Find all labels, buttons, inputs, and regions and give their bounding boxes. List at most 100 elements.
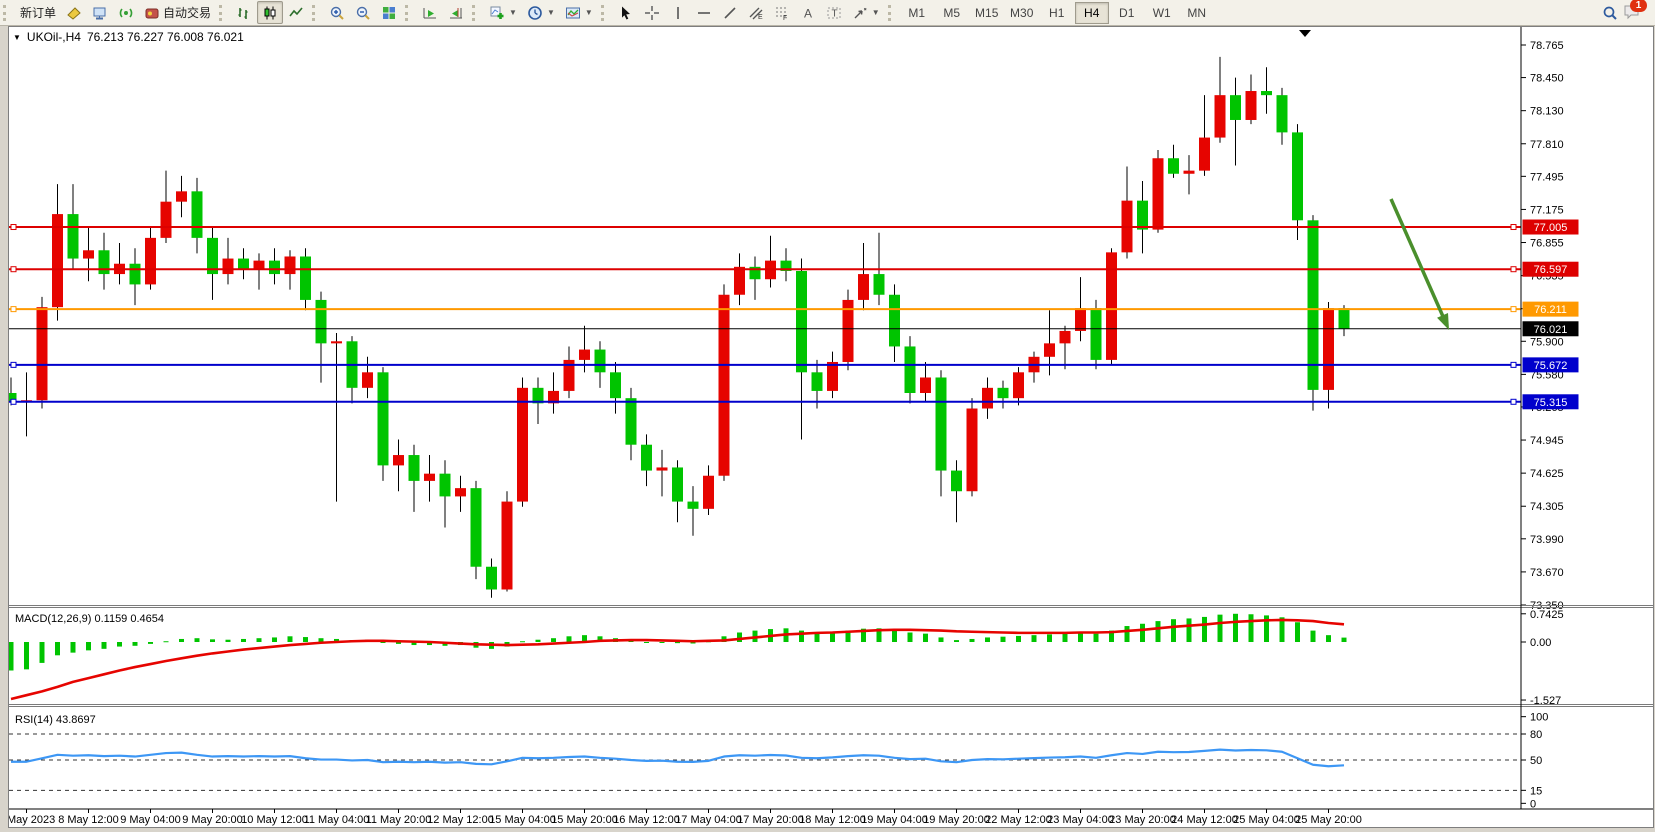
timeframe-h1[interactable]: H1 [1049, 5, 1065, 20]
svg-text:76.855: 76.855 [1530, 238, 1564, 250]
svg-text:15 May 20:00: 15 May 20:00 [551, 814, 618, 826]
svg-text:74.625: 74.625 [1530, 468, 1564, 480]
svg-text:9 May 20:00: 9 May 20:00 [182, 814, 243, 826]
trendline-button[interactable] [717, 1, 743, 24]
auto-scroll-button[interactable] [417, 1, 443, 24]
svg-text:15 May 04:00: 15 May 04:00 [489, 814, 556, 826]
chart-line-icon [288, 5, 304, 21]
signals-button[interactable] [113, 1, 139, 24]
search-button[interactable] [1597, 1, 1623, 24]
chart-properties-button[interactable]: ▼ [560, 1, 598, 24]
text-button[interactable]: A [795, 1, 821, 24]
horizontal-line-button[interactable] [691, 1, 717, 24]
chart-candles-icon [262, 5, 278, 21]
chart-shift-button[interactable] [443, 1, 469, 24]
new-order-button[interactable]: 新订单 [15, 1, 61, 24]
zoom-in-icon [329, 5, 345, 21]
text-label-button[interactable]: T [821, 1, 847, 24]
svg-text:74.305: 74.305 [1530, 501, 1564, 513]
svg-text:MACD(12,26,9) 0.1159 0.4654: MACD(12,26,9) 0.1159 0.4654 [15, 613, 164, 625]
svg-text:5 May 2023: 5 May 2023 [9, 814, 55, 826]
timeframe-m1[interactable]: M1 [908, 5, 926, 20]
chart-bars-button[interactable] [231, 1, 257, 24]
order-tag-button[interactable] [61, 1, 87, 24]
chart-properties-icon [565, 5, 581, 21]
timeframe-d1[interactable]: D1 [1119, 5, 1135, 20]
shapes-caret-icon: ▼ [871, 8, 880, 17]
svg-text:25 May 20:00: 25 May 20:00 [1295, 814, 1362, 826]
timeframe-m5[interactable]: M5 [943, 5, 961, 20]
period-caret-icon: ▼ [546, 8, 555, 17]
symbol-period-label: UKOil-,H4 [26, 30, 81, 44]
zoom-in-button[interactable] [324, 1, 350, 24]
timeframe-m30[interactable]: M30 [1010, 5, 1034, 20]
svg-text:12 May 12:00: 12 May 12:00 [427, 814, 494, 826]
autotrading-label: 自动交易 [163, 6, 212, 20]
timeframe-buttons: M1 M5 M15 M30 H1 H4 D1 W1 MN [900, 1, 1214, 24]
toolbar-grip [472, 4, 480, 21]
price-chart[interactable]: 78.765 78.450 78.130 77.810 77.495 77.175 76.8… [0, 27, 1653, 827]
text-label-icon: T [826, 5, 842, 21]
svg-text:10 May 12:00: 10 May 12:00 [241, 814, 308, 826]
tile-windows-icon [381, 5, 397, 21]
svg-text:F: F [783, 15, 787, 21]
cursor-button[interactable] [613, 1, 639, 24]
crosshair-button[interactable] [639, 1, 665, 24]
svg-text:75.672: 75.672 [1534, 360, 1568, 372]
autotrading-button[interactable]: 自动交易 [139, 1, 216, 24]
cursor-icon [618, 5, 634, 21]
terminal-button[interactable] [87, 1, 113, 24]
period-clock-icon [527, 5, 543, 21]
timeframe-w1[interactable]: W1 [1152, 5, 1171, 20]
rsi-panel: RSI(14) 43.8697 100 80 50 150 [9, 712, 1548, 810]
svg-text:23 May 04:00: 23 May 04:00 [1047, 814, 1114, 826]
svg-text:16 May 12:00: 16 May 12:00 [613, 814, 680, 826]
svg-text:0: 0 [1530, 798, 1536, 810]
timeframe-h4[interactable]: H4 [1074, 1, 1109, 24]
chat-button[interactable]: 1 [1623, 0, 1647, 23]
svg-text:77.495: 77.495 [1530, 171, 1564, 183]
chart-bars-icon [236, 5, 252, 21]
timeframe-m15[interactable]: M15 [975, 5, 999, 20]
ohlc-values: 76.213 76.227 76.008 76.021 [86, 30, 244, 44]
chart-line-button[interactable] [283, 1, 309, 24]
horizontal-line-icon [696, 5, 712, 21]
svg-text:80: 80 [1530, 729, 1542, 741]
svg-text:50: 50 [1530, 755, 1542, 767]
equidistant-channel-button[interactable]: E [743, 1, 769, 24]
svg-text:11 May 04:00: 11 May 04:00 [304, 814, 370, 826]
timeframe-mn[interactable]: MN [1187, 5, 1207, 20]
trend-arrow[interactable] [1389, 198, 1449, 330]
chart-shift-marker[interactable] [1299, 30, 1311, 37]
price-axis[interactable]: 78.765 78.450 78.130 77.810 77.495 77.175 76.8… [1521, 40, 1579, 612]
svg-text:75.900: 75.900 [1530, 336, 1564, 348]
svg-text:0.7425: 0.7425 [1530, 609, 1564, 621]
tile-windows-button[interactable] [376, 1, 402, 24]
svg-text:76.597: 76.597 [1534, 264, 1568, 276]
period-button[interactable]: ▼ [522, 1, 560, 24]
fibonacci-icon: F [774, 5, 790, 21]
horizontal-lines[interactable] [9, 224, 1521, 405]
svg-text:73.990: 73.990 [1530, 534, 1564, 546]
svg-text:25 May 04:00: 25 May 04:00 [1233, 814, 1300, 826]
vertical-line-button[interactable] [665, 1, 691, 24]
add-indicator-button[interactable]: ▼ [484, 1, 522, 24]
chart-info-line: ▼ UKOil-,H4 76.213 76.227 76.008 76.021 [13, 30, 244, 44]
zoom-out-button[interactable] [350, 1, 376, 24]
svg-text:0.00: 0.00 [1530, 637, 1551, 649]
text-icon: A [800, 5, 816, 21]
svg-text:9 May 04:00: 9 May 04:00 [120, 814, 181, 826]
toolbar-grip [312, 4, 320, 21]
svg-text:100: 100 [1530, 712, 1548, 724]
chart-shift-icon [448, 5, 464, 21]
svg-text:19 May 04:00: 19 May 04:00 [861, 814, 928, 826]
fibonacci-button[interactable]: F [769, 1, 795, 24]
svg-text:78.130: 78.130 [1530, 106, 1564, 118]
add-indicator-icon [489, 5, 505, 21]
order-tag-icon [66, 5, 82, 21]
collapse-triangle-icon[interactable]: ▼ [13, 32, 21, 42]
candles [5, 56, 1350, 598]
chart-candles-button[interactable] [257, 1, 284, 24]
shapes-button[interactable]: ▼ [847, 1, 885, 24]
